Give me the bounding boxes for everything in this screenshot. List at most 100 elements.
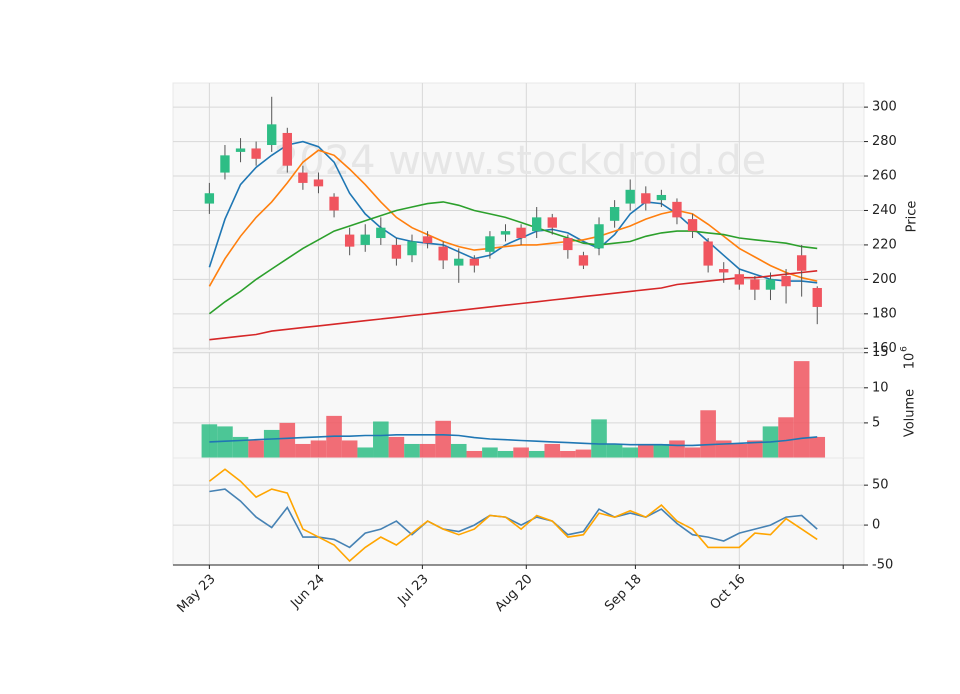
volume-bar bbox=[560, 450, 576, 458]
y-tick-label: 15 bbox=[872, 345, 889, 360]
volume-bar bbox=[669, 440, 685, 458]
candle-body bbox=[267, 124, 277, 146]
candle-body bbox=[594, 224, 604, 249]
candle-body bbox=[360, 234, 370, 245]
volume-bar bbox=[482, 447, 498, 458]
volume-bar bbox=[248, 440, 264, 458]
volume-bar bbox=[404, 443, 420, 458]
candle-body bbox=[672, 201, 682, 218]
y-tick-label: 240 bbox=[872, 203, 897, 218]
volume-bar bbox=[700, 410, 716, 458]
volume-bar bbox=[591, 419, 607, 458]
candle-body bbox=[609, 207, 620, 221]
candle-body bbox=[376, 227, 386, 239]
volume-bar bbox=[263, 429, 280, 458]
volume-bar bbox=[279, 422, 296, 458]
y-tick-label: 0 bbox=[872, 518, 880, 533]
candle-body bbox=[298, 172, 308, 183]
volume-bar bbox=[232, 436, 249, 458]
candle-body bbox=[500, 231, 511, 235]
y-tick-label: 50 bbox=[872, 478, 889, 493]
volume-bar bbox=[809, 436, 826, 458]
y-tick-label: -50 bbox=[872, 558, 893, 573]
volume-bar bbox=[435, 420, 451, 458]
y-axis-label: Volume bbox=[903, 389, 918, 437]
volume-bar bbox=[388, 436, 405, 458]
candle-body bbox=[469, 258, 480, 266]
volume-bar bbox=[295, 443, 311, 458]
volume-bar bbox=[497, 450, 514, 458]
y-tick-label: 200 bbox=[872, 272, 897, 287]
y-tick-label: 260 bbox=[872, 169, 897, 184]
volume-bar bbox=[341, 440, 358, 458]
candle-body bbox=[532, 217, 542, 232]
line bbox=[209, 270, 818, 341]
y-tick-label: 160 bbox=[872, 341, 897, 356]
volume-bar bbox=[622, 447, 638, 458]
candle-body bbox=[454, 258, 464, 266]
candle-body bbox=[516, 227, 526, 239]
candle-body bbox=[703, 241, 713, 266]
volume-bar bbox=[513, 447, 529, 458]
candle-body bbox=[781, 275, 791, 287]
candle-body bbox=[625, 189, 635, 204]
y-axis-label: Price bbox=[905, 201, 920, 233]
candle-body bbox=[765, 279, 776, 290]
volume-bar bbox=[217, 426, 233, 458]
line bbox=[208, 468, 818, 563]
watermark: 2024 www.stockdroid.de bbox=[274, 138, 767, 184]
candle-body bbox=[641, 193, 651, 204]
volume-bar bbox=[653, 443, 670, 458]
candle-body bbox=[563, 238, 573, 251]
candle-body bbox=[251, 148, 261, 159]
candle-body bbox=[687, 219, 698, 232]
line bbox=[209, 488, 818, 549]
candle-body bbox=[313, 179, 324, 187]
candle-body bbox=[344, 234, 355, 247]
volume-bar bbox=[528, 450, 545, 458]
candle-body bbox=[750, 279, 760, 290]
volume-bar bbox=[747, 440, 763, 458]
volume-bar bbox=[637, 443, 654, 458]
volume-bar bbox=[466, 450, 483, 458]
y-tick-label: 180 bbox=[872, 306, 897, 321]
volume-bar bbox=[731, 443, 748, 458]
candle-body bbox=[282, 132, 292, 166]
y-tick-label: 220 bbox=[872, 237, 897, 252]
panel-background bbox=[172, 82, 865, 351]
volume-bar bbox=[419, 443, 436, 458]
candle-body bbox=[391, 244, 402, 259]
volume-bar bbox=[684, 447, 701, 458]
y-tick-label: 5 bbox=[872, 415, 880, 430]
y-axis-exponent-power: 6 bbox=[900, 346, 910, 352]
candle-body bbox=[734, 274, 744, 285]
candle-body bbox=[578, 255, 589, 266]
candle-body bbox=[407, 241, 417, 256]
volume-bar bbox=[778, 417, 794, 458]
volume-bar bbox=[310, 440, 327, 458]
panel-background bbox=[172, 457, 865, 566]
line bbox=[208, 149, 818, 287]
candle-body bbox=[235, 148, 246, 152]
volume-bar bbox=[450, 443, 467, 458]
volume-bar bbox=[373, 421, 389, 458]
candle-body bbox=[438, 246, 448, 261]
y-tick-label: 280 bbox=[872, 134, 897, 149]
y-axis-label-group: Volume 106 bbox=[900, 346, 918, 437]
volume-bar bbox=[357, 447, 374, 458]
line bbox=[208, 140, 818, 284]
candle-body bbox=[204, 193, 215, 204]
candle-body bbox=[220, 155, 230, 173]
candle-body bbox=[656, 194, 667, 201]
volume-bar bbox=[606, 443, 623, 458]
candle-body bbox=[719, 269, 729, 273]
candle-body bbox=[796, 255, 807, 271]
volume-bar bbox=[793, 361, 810, 458]
volume-bar bbox=[575, 449, 592, 458]
candle-body bbox=[485, 236, 495, 252]
y-axis-exponent: 10 bbox=[903, 353, 918, 370]
line bbox=[208, 201, 818, 315]
candle-body bbox=[547, 217, 557, 228]
line bbox=[209, 434, 818, 447]
